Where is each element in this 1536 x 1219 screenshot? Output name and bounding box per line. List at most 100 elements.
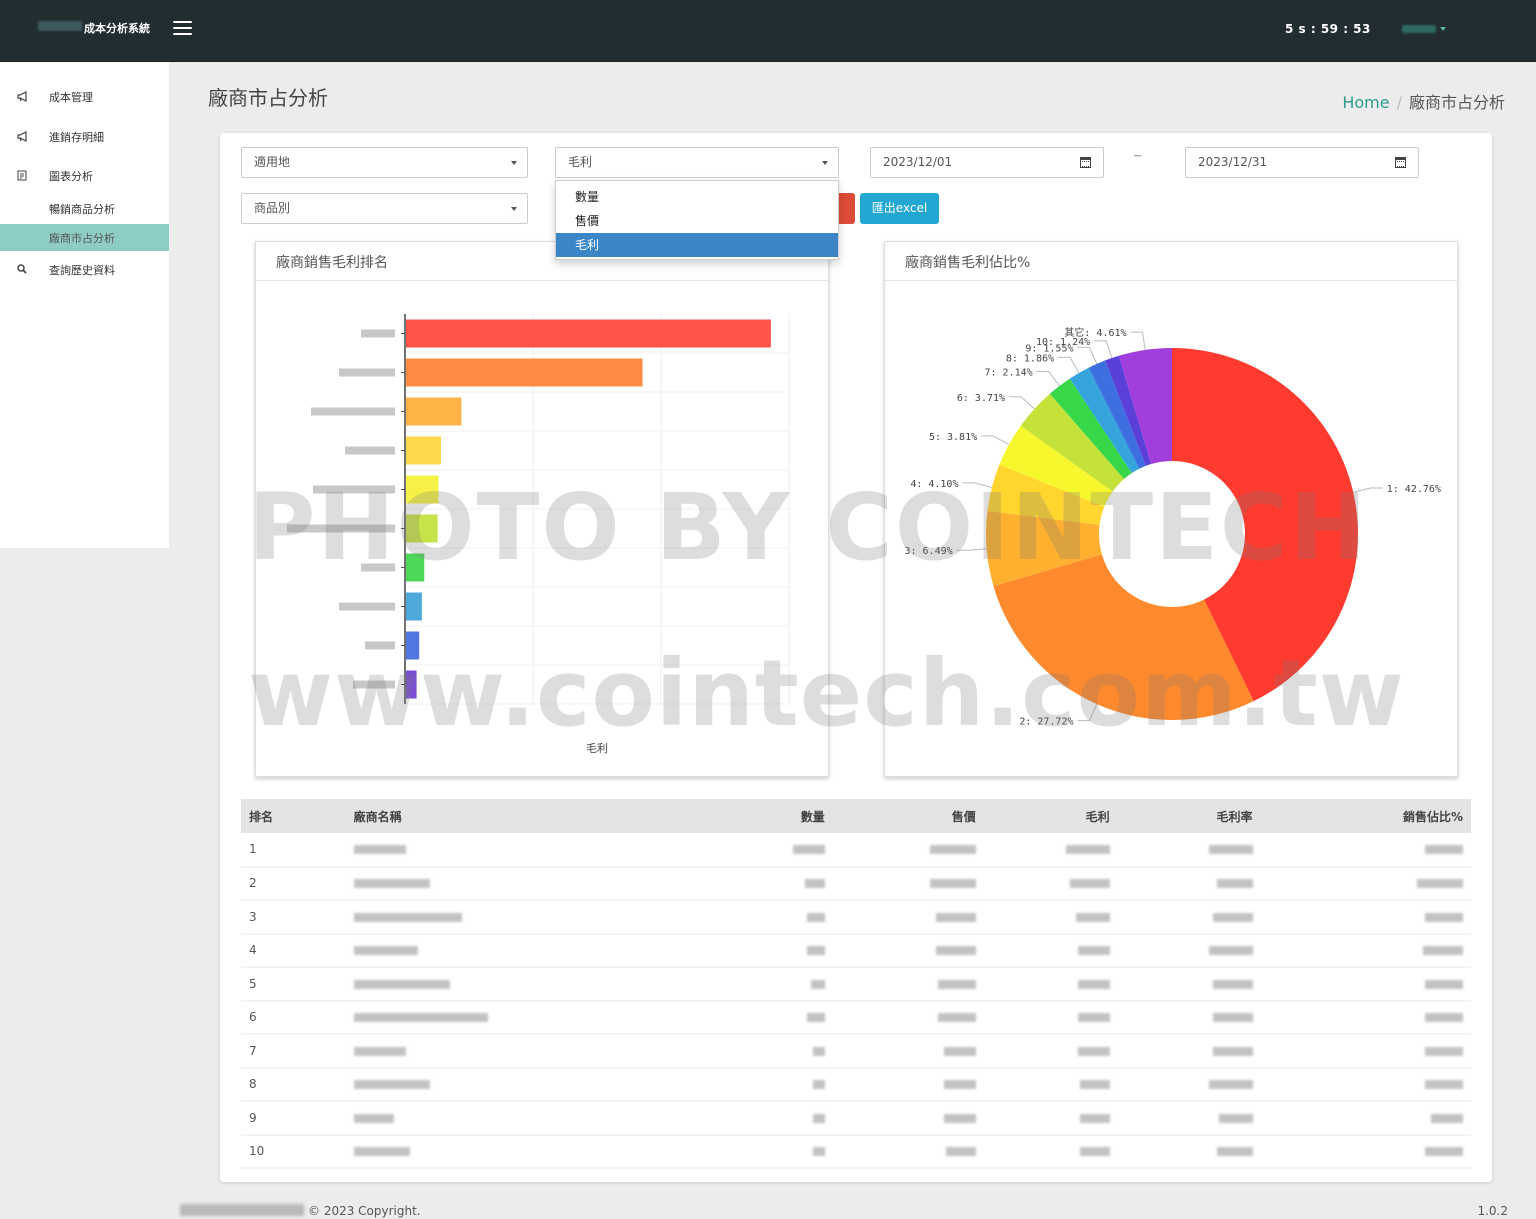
blurred-value [1423, 946, 1463, 956]
donut-slice-3[interactable] [986, 510, 1102, 587]
blurred-value [353, 1046, 406, 1056]
cell-price-blurred [833, 1135, 984, 1169]
export-excel-button[interactable]: 匯出excel [860, 193, 939, 224]
table-row[interactable]: 2 [241, 867, 1471, 901]
blurred-value [945, 1147, 976, 1157]
breadcrumb-home-link[interactable]: Home [1342, 93, 1390, 112]
col-header-quantity[interactable]: 數量 [800, 809, 825, 824]
blurred-value [929, 879, 976, 889]
footer-copyright: © 2023 Copyright. [308, 1204, 421, 1218]
date-from-input[interactable]: 2023/12/01 [870, 147, 1068, 178]
donut-slice-10[interactable] [1105, 355, 1152, 466]
panel-divider [256, 280, 828, 281]
vendor-ranking-table: 排名 廠商名稱 數量 售價 毛利 毛利率 銷售佔比% 1 2 3 4 5 6 7 8 9 10 [241, 799, 1471, 1169]
col-header-gross-profit[interactable]: 毛利 [1085, 809, 1110, 824]
cell-price-blurred [833, 1068, 984, 1102]
sidebar-item-inventory-detail[interactable]: 進銷存明細 [0, 123, 169, 151]
blurred-value [1212, 912, 1253, 922]
date-to-input[interactable]: 2023/12/31 [1185, 147, 1383, 178]
bar-4[interactable] [406, 436, 441, 465]
cell-share-blurred [1261, 867, 1471, 901]
blurred-value [1065, 845, 1110, 855]
cell-quantity-blurred [708, 867, 833, 901]
location-select[interactable]: 適用地 [241, 147, 528, 178]
slice-label: 5: 3.81% [929, 432, 977, 443]
cell-quantity-blurred [708, 1001, 833, 1035]
caret-down-icon[interactable] [1440, 27, 1446, 31]
table-row[interactable]: 1 [241, 833, 1471, 867]
slice-leader-line [1058, 356, 1080, 374]
blurred-value [806, 1013, 825, 1023]
date-from-picker-button[interactable] [1067, 147, 1104, 178]
bar-5[interactable] [406, 475, 439, 504]
col-header-price[interactable]: 售價 [951, 809, 976, 824]
table-row[interactable]: 10 [241, 1135, 1471, 1169]
sidebar-item-cost-management[interactable]: 成本管理 [0, 83, 169, 111]
bar-3[interactable] [406, 397, 462, 426]
donut-slice-11[interactable] [1118, 348, 1172, 465]
donut-slice-7[interactable] [1049, 378, 1132, 479]
col-header-vendor[interactable]: 廠商名稱 [353, 809, 402, 824]
cell-share-blurred [1261, 1001, 1471, 1035]
cell-quantity-blurred [708, 967, 833, 1001]
blurred-value [1075, 912, 1110, 922]
table-row[interactable]: 4 [241, 934, 1471, 967]
bar-10[interactable] [406, 670, 417, 699]
sidebar-item-vendor-share-analysis[interactable]: 廠商市占分析 [0, 224, 169, 251]
cell-price-blurred [833, 967, 984, 1001]
donut-slice-2[interactable] [993, 554, 1254, 720]
bar-1[interactable] [406, 319, 771, 348]
table-row[interactable]: 8 [241, 1068, 1471, 1102]
donut-slice-8[interactable] [1069, 367, 1140, 474]
date-to-picker-button[interactable] [1382, 147, 1419, 178]
cell-share-blurred [1261, 1034, 1471, 1068]
slice-leader-line [1130, 331, 1146, 351]
bar-8[interactable] [406, 592, 422, 621]
blurred-value [937, 1013, 976, 1023]
cell-rank: 7 [249, 1043, 257, 1058]
table-row[interactable]: 6 [241, 1001, 1471, 1035]
blurred-value [353, 1113, 394, 1123]
user-menu-blurred[interactable] [1402, 25, 1436, 33]
cell-gross-profit-blurred [984, 833, 1118, 867]
metric-select[interactable]: 毛利 [555, 147, 839, 178]
pie-chart-title: 廠商銷售毛利佔比% [905, 255, 1031, 271]
metric-option-gross-profit[interactable]: 毛利 [556, 233, 838, 257]
bar-2[interactable] [406, 358, 643, 387]
megaphone-icon [17, 91, 29, 103]
donut-slice-1[interactable] [1172, 348, 1358, 702]
slice-leader-line [1036, 370, 1060, 387]
metric-option-price[interactable]: 售價 [575, 214, 600, 228]
bar-6[interactable] [406, 514, 438, 543]
cell-gross-profit-blurred [984, 900, 1118, 934]
category-select[interactable]: 商品別 [241, 193, 528, 224]
bar-chart: 毛利 [287, 314, 790, 755]
metric-option-quantity[interactable]: 數量 [575, 190, 600, 204]
bar-9[interactable] [406, 631, 420, 660]
donut-slice-4[interactable] [987, 464, 1105, 525]
table-row[interactable]: 7 [241, 1034, 1471, 1068]
bar-7[interactable] [406, 553, 425, 582]
footer-version: 1.0.2 [1477, 1204, 1508, 1218]
footer-company-blurred [180, 1204, 304, 1216]
hamburger-menu-icon[interactable] [173, 21, 192, 37]
table-row[interactable]: 3 [241, 900, 1471, 934]
table-row[interactable]: 5 [241, 967, 1471, 1001]
cell-price-blurred [833, 1034, 984, 1068]
table-row[interactable]: 9 [241, 1101, 1471, 1135]
donut-slice-9[interactable] [1088, 360, 1146, 469]
query-button[interactable] [837, 193, 855, 224]
donut-slice-5[interactable] [999, 425, 1113, 507]
y-tick-label-blurred [339, 602, 395, 611]
col-header-share[interactable]: 銷售佔比% [1402, 809, 1463, 824]
blurred-value [943, 1080, 976, 1090]
col-header-margin[interactable]: 毛利率 [1216, 809, 1253, 824]
slice-label: 7: 2.14% [985, 367, 1033, 378]
col-header-rank[interactable]: 排名 [249, 809, 274, 824]
cell-price-blurred [833, 900, 984, 934]
donut-slice-6[interactable] [1020, 393, 1125, 492]
sidebar-item-bestseller-analysis[interactable]: 暢銷商品分析 [49, 203, 115, 216]
sidebar-item-chart-analysis[interactable]: 圖表分析 [0, 162, 169, 190]
cell-vendor-blurred [346, 1068, 708, 1102]
sidebar-item-history-query[interactable]: 查詢歷史資料 [0, 256, 169, 284]
